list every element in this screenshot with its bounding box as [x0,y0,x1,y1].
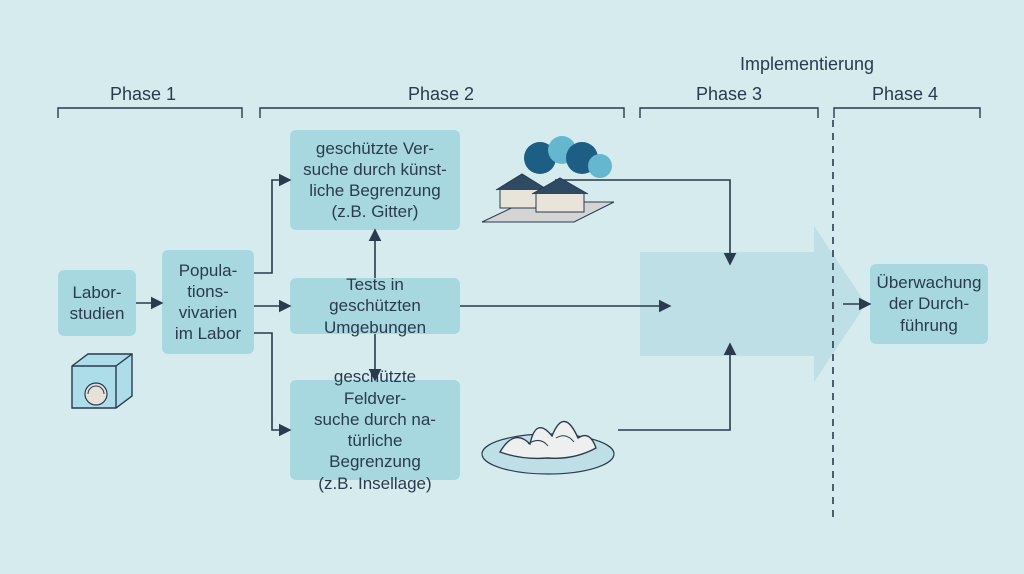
phase2-label: Phase 2 [408,84,474,105]
node-mid: Tests in geschütztenUmgebungen [290,278,460,334]
node-top: geschützte Ver-suche durch künst-liche B… [290,130,460,230]
node-bot: geschützte Feldver-suche durch na-türlic… [290,380,460,480]
island-icon [482,421,614,474]
implementation-label: Implementierung [740,54,874,75]
node-labor: Labor-studien [58,270,136,336]
phase3-label: Phase 3 [696,84,762,105]
node-field: überwachteFreisetzungenim Feld [670,264,800,344]
phase4-label: Phase 4 [872,84,938,105]
node-monitor: Überwachungder Durch-führung [870,264,988,344]
cube-icon [72,354,132,408]
node-populations: Popula-tions-vivarienim Labor [162,250,254,354]
diagram-stage: Implementierung Phase 1 Phase 2 Phase 3 … [0,0,1024,574]
phase1-label: Phase 1 [110,84,176,105]
houses-icon [482,136,614,222]
phase-brackets [58,108,980,118]
